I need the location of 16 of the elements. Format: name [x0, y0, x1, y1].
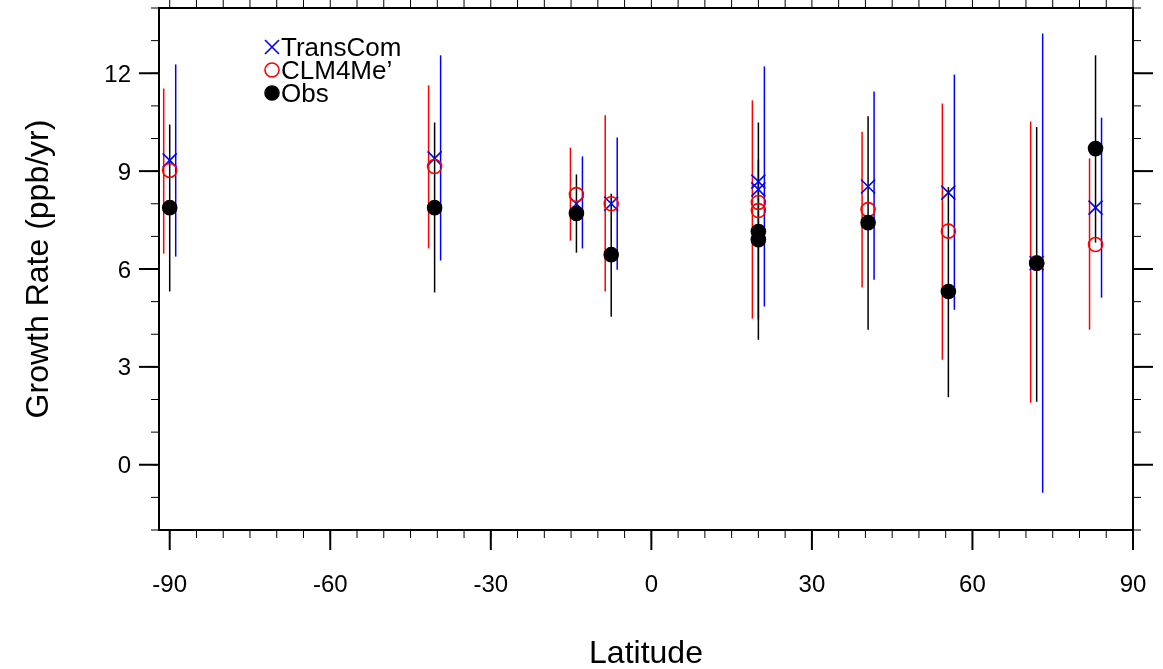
y-tick-label: 3: [117, 353, 131, 381]
legend-label: TransCom: [281, 32, 402, 62]
x-tick-label: 0: [644, 570, 659, 597]
x-tick-label: 90: [1119, 570, 1147, 597]
x-tick-label: 60: [959, 570, 986, 597]
x-axis-title: Latitude: [589, 634, 703, 669]
y-tick-label: 12: [104, 59, 131, 87]
x-tick-label: 30: [798, 570, 826, 597]
x-tick-label: -30: [473, 570, 509, 597]
y-tick-label: 9: [117, 157, 131, 185]
x-tick-label: -60: [312, 570, 348, 597]
y-axis-title: Growth Rate (ppb/yr): [19, 119, 55, 419]
legend-label: Obs: [281, 78, 329, 108]
x-tick-label: -90: [152, 570, 188, 597]
y-tick-label: 0: [117, 451, 131, 479]
y-tick-label: 6: [117, 255, 131, 283]
